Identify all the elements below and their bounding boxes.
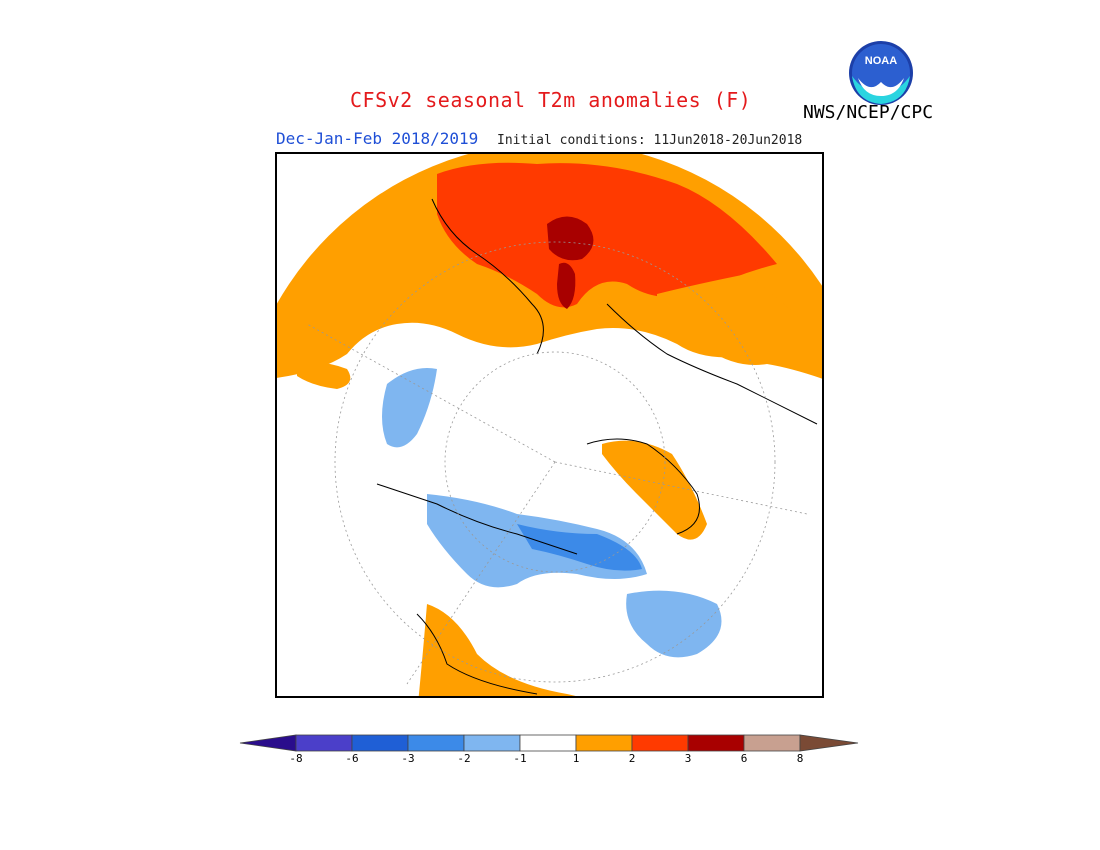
colorbar-bin: [743, 734, 801, 752]
colorbar-tick-label: -2: [457, 752, 471, 765]
noaa-logo-icon: NOAA: [849, 41, 913, 105]
organization-label: NWS/NCEP/CPC: [803, 102, 934, 123]
colorbar-bins: [239, 734, 859, 752]
coastline-1: [431, 198, 544, 355]
red-anomaly-region: [437, 162, 777, 308]
colorbar-bin: [519, 734, 577, 752]
colorbar-tick-label: -1: [513, 752, 527, 765]
colorbar-tick-label: -8: [289, 752, 303, 765]
coastline-4: [416, 613, 538, 695]
polar-map: [277, 154, 822, 696]
colorbar-tick-label: 6: [740, 752, 748, 765]
colorbar-bin: [463, 734, 521, 752]
colorbar-bin: [631, 734, 689, 752]
dark-red-core-2: [557, 262, 576, 309]
coastline-2: [606, 303, 818, 425]
map-title: CFSv2 seasonal T2m anomalies (F): [350, 88, 752, 112]
colorbar-tick-label: -3: [401, 752, 415, 765]
dark-red-core: [547, 216, 594, 261]
warm-region-greenland: [602, 440, 707, 540]
colorbar-bin: [575, 734, 633, 752]
coastline-greenland: [586, 438, 700, 535]
colorbar-arrow-right: [799, 734, 859, 752]
colorbar-tick-label: -6: [345, 752, 359, 765]
colorbar-bin: [295, 734, 353, 752]
cold-region-east: [626, 590, 722, 658]
colorbar-tick-label: 8: [796, 752, 804, 765]
latitude-circle-1: [444, 351, 666, 573]
warm-region-south: [417, 604, 607, 696]
coastline-3: [376, 483, 578, 555]
colorbar-tick-label: 3: [684, 752, 692, 765]
latitude-circle-2: [334, 241, 776, 683]
colorbar-bin: [407, 734, 465, 752]
warm-region-west: [297, 362, 351, 389]
logo-text: NOAA: [865, 55, 897, 67]
colorbar: [239, 734, 859, 752]
cold-region-west: [382, 368, 437, 448]
colorbar-bin: [351, 734, 409, 752]
season-label: Dec-Jan-Feb 2018/2019: [276, 129, 479, 148]
colorbar-tick-label: 2: [628, 752, 636, 765]
colorbar-tick-label: 1: [572, 752, 580, 765]
colorbar-arrow-left: [239, 734, 297, 752]
meridian-1: [306, 323, 556, 463]
colorbar-bin: [687, 734, 745, 752]
warm-region-east: [657, 274, 822, 384]
initial-conditions-label: Initial conditions: 11Jun2018-20Jun2018: [497, 133, 803, 148]
cold-region-core: [517, 524, 642, 571]
map-frame: [275, 152, 824, 698]
